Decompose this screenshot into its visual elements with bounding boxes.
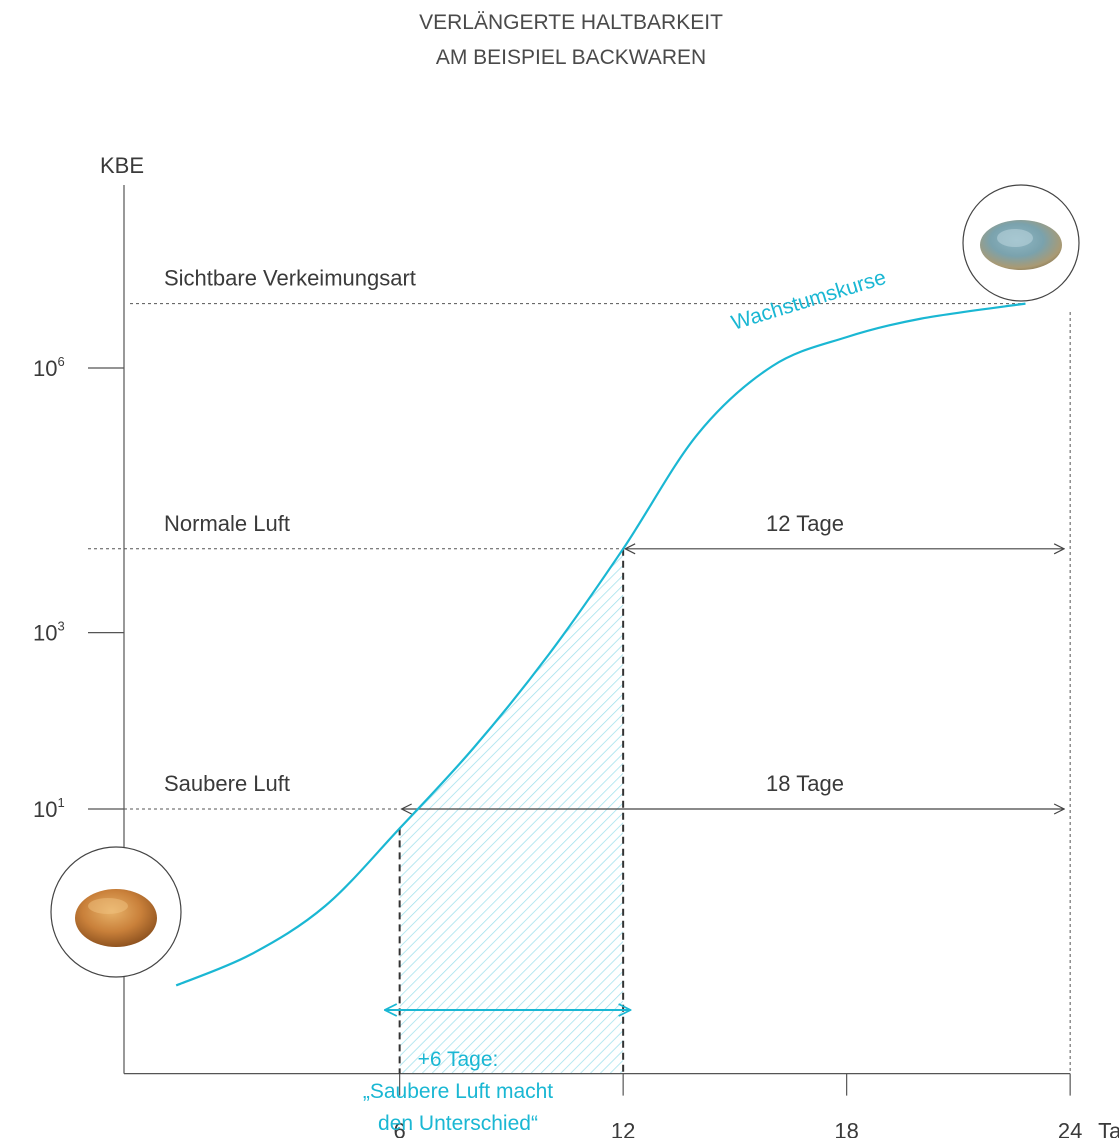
y-tick-label-6: 106 xyxy=(33,354,65,381)
annotation-line-0: +6 Tage: xyxy=(418,1048,499,1071)
y-tick-label-1: 101 xyxy=(33,795,65,822)
reference-label-0: Sichtbare Verkeimungsart xyxy=(164,266,416,291)
growth-curve-label: Wachstumskurse xyxy=(729,266,889,335)
reference-label-2: Saubere Luft xyxy=(164,771,290,796)
interval-label-1: 18 Tage xyxy=(766,771,844,796)
chart-title-line-2: AM BEISPIEL BACKWAREN xyxy=(436,46,706,69)
fresh-bread-roll xyxy=(50,846,182,978)
fresh-bread-highlight xyxy=(88,898,128,914)
x-axis-unit-label: Tage xyxy=(1098,1119,1119,1138)
annotation-line-2: den Unterschied“ xyxy=(378,1112,538,1135)
growth-curve xyxy=(175,302,1026,987)
y-axis-label: KBE xyxy=(100,153,144,178)
x-tick-label-12: 12 xyxy=(611,1119,635,1138)
chart-title-line-1: VERLÄNGERTE HALTBARKEIT xyxy=(419,11,723,34)
interval-label-0: 12 Tage xyxy=(766,511,844,536)
x-tick-label-18: 18 xyxy=(834,1119,858,1138)
x-tick-label-24: 24 xyxy=(1058,1119,1082,1138)
fresh-bread-image xyxy=(75,889,157,947)
annotation-line-1: „Saubere Luft macht xyxy=(363,1080,553,1103)
reference-label-1: Normale Luft xyxy=(164,511,290,536)
y-tick-label-3: 103 xyxy=(33,619,65,646)
moldy-bread-roll xyxy=(962,184,1080,302)
moldy-bread-highlight xyxy=(997,229,1033,247)
shaded-area-clean-air-gain xyxy=(399,548,624,1074)
x-tick-label-6: 6 xyxy=(394,1119,406,1138)
